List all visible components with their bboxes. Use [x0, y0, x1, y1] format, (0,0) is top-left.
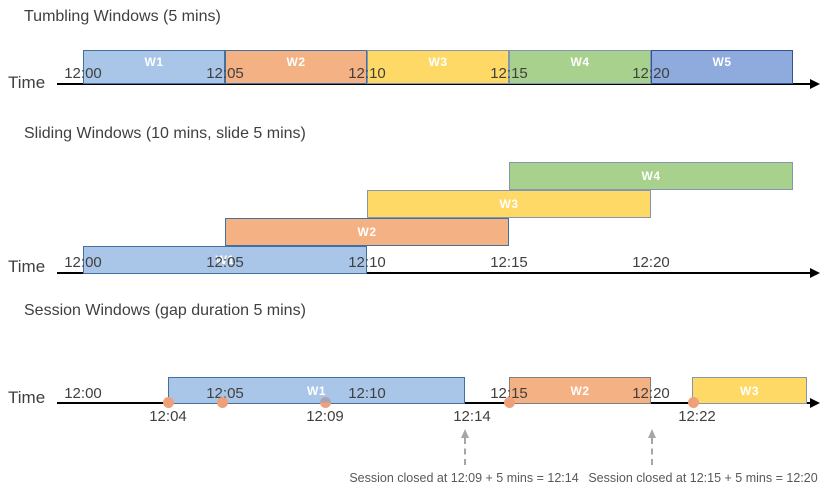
axis-arrowhead-icon [810, 79, 820, 89]
tick-label: 12:15 [490, 385, 528, 402]
window-label: W4 [641, 169, 661, 183]
tick-label: 12:15 [490, 254, 528, 271]
tick-label: 12:05 [206, 65, 244, 82]
time-axis-line [57, 83, 811, 85]
session-close-arrow-line [464, 438, 466, 465]
tick-label: 12:15 [490, 65, 528, 82]
event-dot [320, 397, 331, 408]
tumbling-window-w2: W2 [225, 50, 367, 84]
tick-label: 12:05 [206, 385, 244, 402]
window-label: W2 [357, 225, 377, 239]
window-label: W1 [144, 55, 164, 69]
time-axis-label: Time [8, 388, 46, 407]
time-axis-line [57, 272, 811, 274]
tick-label: 12:00 [64, 65, 102, 82]
window-label: W3 [428, 55, 448, 69]
window-label: W1 [215, 253, 235, 267]
section-title-session: Session Windows (gap duration 5 mins) [24, 302, 306, 319]
event-dot [504, 397, 515, 408]
session-window-w3: W3 [692, 377, 807, 404]
window-label: W5 [712, 55, 732, 69]
window-label: W2 [286, 55, 306, 69]
window-label: W1 [307, 383, 326, 398]
window-label: W4 [570, 55, 590, 69]
event-dot [163, 397, 174, 408]
window-label: W3 [740, 383, 759, 398]
sliding-window-w1: W1 [83, 246, 367, 274]
time-axis-label: Time [8, 257, 46, 276]
annotation-text: Session closed at 12:09 + 5 mins = 12:14 [349, 471, 579, 485]
event-time-label: 12:09 [306, 408, 344, 425]
tick-label: 12:10 [348, 385, 386, 402]
tick-label: 12:20 [632, 254, 670, 271]
sliding-window-w3: W3 [367, 190, 651, 218]
event-dot [217, 397, 228, 408]
window-label: W3 [499, 197, 519, 211]
tumbling-window-w3: W3 [367, 50, 509, 84]
close-time-label: 12:14 [453, 408, 491, 425]
sliding-window-w4: W4 [509, 162, 793, 190]
sliding-window-w2: W2 [225, 218, 509, 246]
tick-label: 12:20 [632, 385, 670, 402]
window-label: W2 [570, 383, 590, 398]
session-window-w2: W2 [509, 377, 651, 404]
axis-arrowhead-icon [810, 398, 820, 408]
tick-label: 12:10 [348, 254, 386, 271]
section-title-tumbling: Tumbling Windows (5 mins) [24, 8, 221, 25]
tick-label: 12:10 [348, 65, 386, 82]
section-title-sliding: Sliding Windows (10 mins, slide 5 mins) [24, 125, 306, 142]
axis-arrowhead-icon [810, 268, 820, 278]
event-time-label: 12:22 [678, 408, 716, 425]
event-time-label: 12:04 [149, 408, 187, 425]
session-close-arrow-icon [461, 429, 469, 438]
tick-label: 12:00 [64, 254, 102, 271]
session-close-arrow-icon [648, 429, 656, 438]
tick-label: 12:05 [206, 254, 244, 271]
tick-label: 12:00 [64, 385, 102, 402]
session-close-arrow-line [651, 438, 653, 465]
annotation-text: Session closed at 12:15 + 5 mins = 12:20 [588, 471, 818, 485]
tumbling-window-w5: W5 [651, 50, 793, 84]
tick-label: 12:20 [632, 65, 670, 82]
time-axis-label: Time [8, 73, 46, 92]
tumbling-window-w4: W4 [509, 50, 651, 84]
event-dot [688, 397, 699, 408]
tumbling-window-w1: W1 [83, 50, 225, 84]
